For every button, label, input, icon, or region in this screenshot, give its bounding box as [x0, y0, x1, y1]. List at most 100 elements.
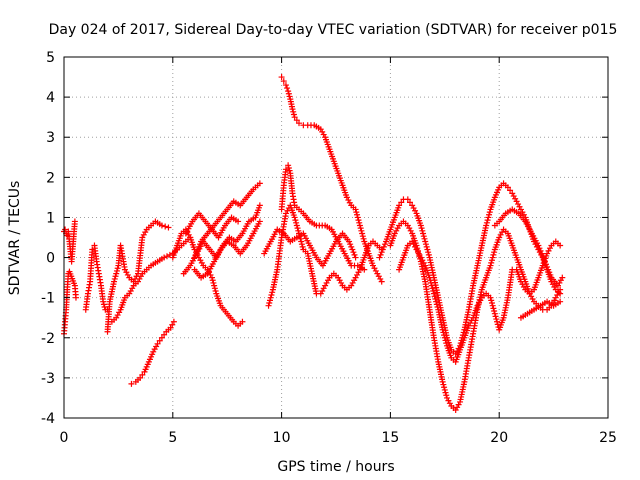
data-point	[490, 251, 497, 258]
data-point	[430, 290, 437, 297]
data-point	[378, 278, 385, 285]
data-point	[112, 273, 119, 280]
data-point	[398, 199, 405, 206]
chart-title: Day 024 of 2017, Sidereal Day-to-day VTE…	[49, 22, 618, 38]
data-point	[487, 294, 494, 301]
y-axis-label: SDTVAR / TECUs	[7, 181, 23, 296]
data-point	[434, 304, 441, 311]
data-point	[285, 164, 292, 171]
data-point	[376, 254, 383, 261]
data-point	[268, 291, 275, 298]
data-point	[422, 241, 429, 248]
data-point	[290, 108, 297, 115]
data-point	[440, 329, 447, 336]
data-point	[62, 226, 69, 233]
data-point	[286, 93, 293, 100]
data-point	[544, 263, 551, 270]
data-point	[167, 324, 174, 331]
y-tick-label: 0	[46, 251, 55, 267]
data-point	[100, 298, 107, 305]
data-point	[284, 85, 291, 92]
data-point	[161, 331, 168, 338]
y-tick-label: -3	[41, 371, 55, 387]
data-point	[433, 298, 440, 305]
data-point	[161, 254, 168, 261]
data-point	[431, 293, 438, 300]
data-point	[286, 167, 293, 174]
data-point	[396, 202, 403, 209]
data-point	[266, 300, 273, 307]
data-point	[350, 249, 357, 256]
data-point	[417, 222, 424, 229]
data-point	[441, 334, 448, 341]
data-point	[379, 246, 386, 253]
x-tick-label: 25	[599, 430, 617, 446]
data-point	[352, 206, 359, 213]
data-point	[491, 308, 498, 315]
x-tick-label: 10	[273, 430, 291, 446]
x-tick-label: 0	[60, 430, 69, 446]
data-point	[429, 285, 436, 292]
series-t1	[61, 218, 78, 265]
data-point	[504, 184, 511, 191]
data-point	[282, 82, 289, 89]
data-point	[557, 242, 564, 249]
data-point	[293, 117, 300, 124]
series-t11	[191, 218, 263, 281]
data-point	[490, 305, 497, 312]
data-point	[425, 249, 432, 256]
data-point	[256, 180, 263, 187]
data-point	[256, 218, 263, 225]
data-point	[361, 266, 368, 273]
data-point	[421, 235, 428, 242]
data-point	[72, 294, 79, 301]
data-point	[432, 296, 439, 303]
data-point	[535, 242, 542, 249]
data-point	[211, 282, 218, 289]
data-point	[235, 218, 242, 225]
data-point	[357, 225, 364, 232]
y-tick-labels: -4 -3 -2 -1 0 1 2 3 4 5	[41, 50, 55, 427]
data-point	[282, 166, 289, 173]
data-point	[291, 114, 298, 121]
data-point	[156, 337, 163, 344]
data-point	[353, 209, 360, 216]
y-tick-label: 5	[46, 50, 55, 66]
data-point	[492, 313, 499, 320]
data-point	[360, 235, 367, 242]
data-point	[265, 302, 272, 309]
data-point	[158, 334, 165, 341]
data-point	[354, 211, 361, 218]
data-point	[285, 162, 292, 169]
y-tick-label: -2	[41, 331, 55, 347]
data-point	[440, 381, 447, 388]
series-t5	[108, 234, 194, 325]
data-point	[415, 250, 422, 257]
series-t6	[128, 318, 177, 387]
data-point	[430, 287, 437, 294]
data-point	[488, 259, 495, 266]
data-point	[356, 222, 363, 229]
series-t13	[278, 74, 385, 285]
data-point	[210, 279, 217, 286]
y-tick-label: 1	[46, 210, 55, 226]
data-point	[285, 88, 292, 95]
data-point	[291, 214, 298, 221]
data-point	[442, 337, 449, 344]
data-point	[418, 225, 425, 232]
data-point	[113, 267, 120, 274]
data-point	[355, 217, 362, 224]
data-point	[428, 282, 435, 289]
data-point	[298, 238, 305, 245]
data-point	[443, 392, 450, 399]
data-point	[420, 233, 427, 240]
series-t18	[396, 238, 564, 365]
data-point	[540, 255, 547, 262]
y-tick-label: 2	[46, 170, 55, 186]
data-point	[128, 380, 135, 387]
data-point	[111, 275, 118, 282]
data-point	[484, 217, 491, 224]
grid-lines	[64, 57, 608, 418]
data-point	[507, 187, 514, 194]
data-point	[378, 249, 385, 256]
